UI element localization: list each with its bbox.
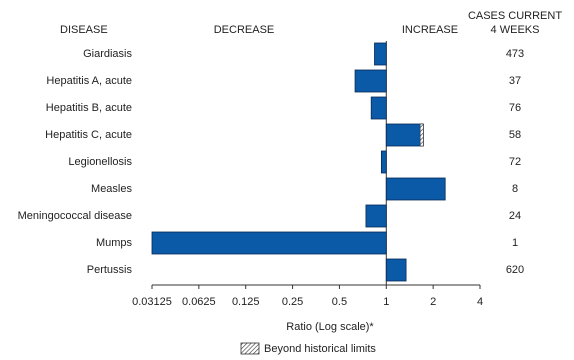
- beyond-limits: [419, 123, 424, 147]
- y-tick-label: Mumps: [96, 237, 133, 249]
- x-tick-label: 1: [383, 296, 389, 308]
- x-tick-label: 0.0625: [182, 296, 216, 308]
- bar: [151, 231, 387, 255]
- x-axis-title: Ratio (Log scale)*: [286, 321, 374, 333]
- y-tick-label: Measles: [91, 183, 132, 195]
- header-decrease: DECREASE: [214, 24, 275, 36]
- x-tick-label: 4: [477, 296, 483, 308]
- x-tick-label: 2: [430, 296, 436, 308]
- bar: [354, 69, 387, 93]
- legend-label: Beyond historical limits: [264, 343, 376, 355]
- y-tick-label: Giardiasis: [83, 48, 132, 60]
- cases-value: 1: [512, 237, 518, 249]
- y-tick-label: Hepatitis A, acute: [46, 75, 132, 87]
- header-cases: CASES CURRENT: [468, 10, 562, 22]
- x-tick-label: 0.5: [332, 296, 347, 308]
- cases-value: 37: [509, 75, 521, 87]
- x-tick-label: 0.125: [232, 296, 260, 308]
- header-increase: INCREASE: [402, 24, 458, 36]
- y-tick-label: Meningococcal disease: [18, 210, 132, 222]
- legend-swatch: [240, 342, 260, 355]
- header-cases: 4 WEEKS: [491, 24, 540, 36]
- cases-value: 76: [509, 102, 521, 114]
- bar: [365, 204, 387, 228]
- cases-value: 72: [509, 156, 521, 168]
- cases-value: 473: [506, 48, 524, 60]
- bar: [385, 177, 446, 201]
- bar: [370, 96, 387, 120]
- y-tick-label: Pertussis: [87, 264, 133, 276]
- cases-value: 620: [506, 264, 524, 276]
- cases-value: 58: [509, 129, 521, 141]
- x-tick-label: 0.25: [282, 296, 303, 308]
- bar: [374, 42, 387, 66]
- bar: [380, 150, 387, 174]
- x-tick-label: 0.03125: [132, 296, 172, 308]
- bar: [385, 258, 407, 282]
- y-tick-label: Hepatitis B, acute: [46, 102, 132, 114]
- bar: [385, 123, 424, 147]
- header-disease: DISEASE: [60, 24, 108, 36]
- y-tick-label: Hepatitis C, acute: [45, 129, 132, 141]
- cases-value: 24: [509, 210, 521, 222]
- y-tick-label: Legionellosis: [68, 156, 132, 168]
- cases-value: 8: [512, 183, 518, 195]
